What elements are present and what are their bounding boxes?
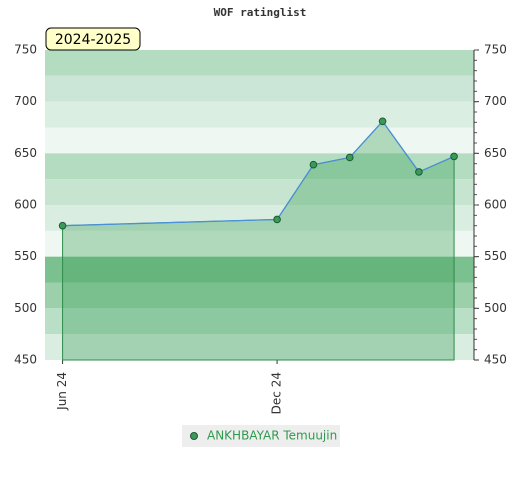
band — [45, 153, 474, 180]
annotation-box — [45, 27, 141, 51]
point — [58, 221, 67, 230]
legend-label: ANKHBAYAR Temuujin — [207, 429, 337, 443]
annotation: 2024-2025 — [55, 32, 131, 48]
point — [345, 153, 354, 162]
y2-tick-label: 550 — [484, 249, 507, 263]
y-tick-label: 450 — [14, 353, 37, 367]
y-tick-label: 550 — [14, 249, 37, 263]
y2-tick-label: 500 — [484, 301, 507, 315]
band — [45, 101, 474, 128]
band — [45, 230, 474, 257]
point — [378, 117, 387, 126]
y-tick-label: 650 — [14, 146, 37, 160]
x-tick-label: Jun 24 — [55, 372, 69, 411]
plot-area: 450 450 500 500 550 550 600 600 650 650 700 700 750 7… — [14, 43, 507, 415]
band — [45, 205, 474, 231]
band — [45, 334, 474, 360]
y-tick-label: 750 — [14, 43, 37, 57]
y2-tick-label: 650 — [484, 146, 507, 160]
legend-marker — [190, 432, 198, 440]
y2-tick-label: 700 — [484, 94, 507, 108]
band — [45, 308, 474, 335]
point — [309, 160, 318, 169]
band — [45, 179, 474, 205]
y-tick-label: 700 — [14, 94, 37, 108]
y-tick-label: 500 — [14, 301, 37, 315]
chart-title: WOF ratinglist — [214, 6, 307, 19]
band — [45, 127, 474, 154]
band — [45, 282, 474, 309]
legend — [182, 425, 340, 447]
point — [415, 168, 423, 176]
point — [273, 215, 281, 224]
y2-tick-label: 600 — [484, 198, 507, 212]
y-tick-label: 600 — [14, 198, 37, 212]
y2-tick-label: 750 — [484, 43, 507, 57]
band — [45, 256, 474, 283]
y2-tick-label: 450 — [484, 353, 507, 367]
band — [45, 75, 474, 102]
point — [450, 152, 458, 161]
x-tick-label: Dec 24 — [270, 372, 284, 414]
band — [45, 50, 474, 76]
